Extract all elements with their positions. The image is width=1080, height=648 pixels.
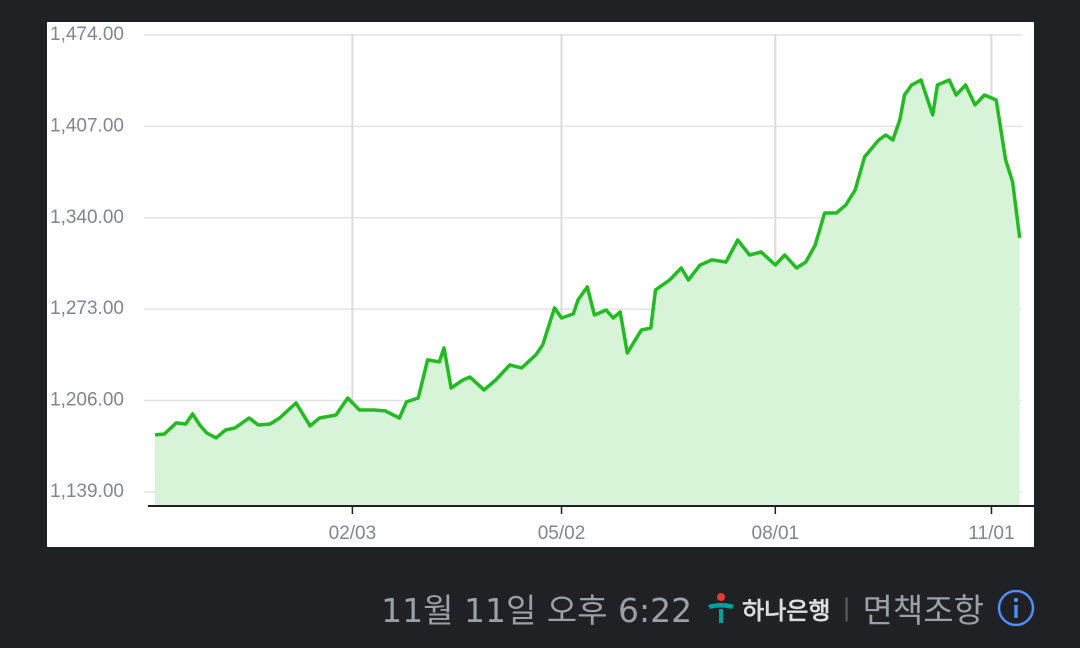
timestamp: 11월 11일 오후 6:22 [381, 591, 693, 630]
x-tick-label: 05/02 [538, 523, 586, 544]
disclaimer[interactable]: 면책조항 [862, 591, 984, 630]
info-icon[interactable] [996, 588, 1036, 628]
y-tick-label: 1,340.00 [50, 207, 124, 228]
source[interactable]: 하나은행 [704, 591, 830, 626]
y-tick-label: 1,206.00 [50, 390, 124, 411]
y-tick-label: 1,139.00 [50, 481, 124, 502]
separator: | [842, 594, 851, 622]
source-logo [708, 593, 735, 623]
y-tick-label: 1,407.00 [50, 115, 124, 136]
footer: 11월 11일 오후 6:22 하나은행 | 면책조항 [0, 580, 1036, 636]
x-tick-label: 02/03 [329, 523, 377, 544]
x-tick-label: 11/01 [968, 523, 1014, 544]
y-tick-label: 1,474.00 [50, 24, 124, 45]
x-tick-label: 08/01 [752, 523, 800, 544]
line [154, 78, 1022, 440]
source-name: 하나은행 [742, 596, 831, 625]
chart: 1,139.00 1,206.00 1,273.00 1,340.00 1,407.00… [47, 22, 1034, 547]
y-tick-label: 1,273.00 [50, 298, 124, 319]
